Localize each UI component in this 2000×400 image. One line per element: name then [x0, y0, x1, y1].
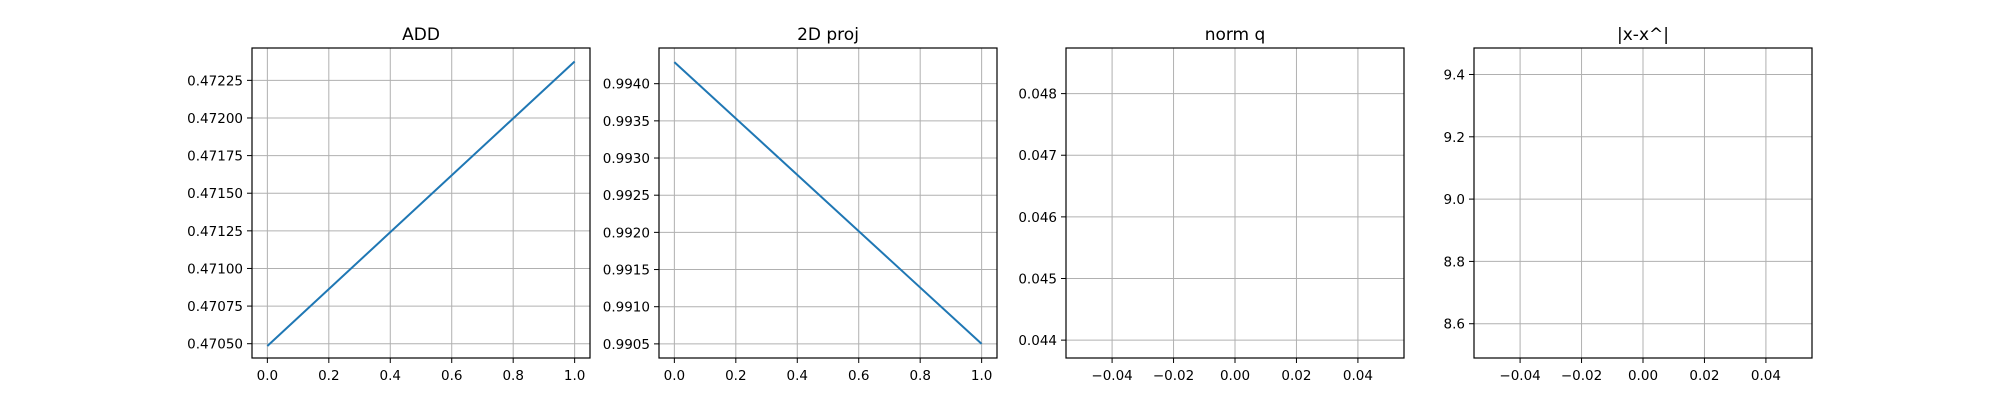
y-tick-label: 0.47100 — [187, 261, 243, 277]
y-tick-label: 0.045 — [1018, 271, 1057, 287]
y-tick-label: 0.9920 — [603, 225, 650, 241]
x-tick-label: −0.02 — [1561, 368, 1602, 384]
x-tick-label: −0.04 — [1091, 368, 1132, 384]
y-tick-label: 0.47175 — [187, 149, 243, 165]
y-tick-label: 0.046 — [1018, 210, 1057, 226]
series-line — [266, 60, 576, 347]
x-tick-label: 0.2 — [318, 368, 339, 384]
subplot-title: norm q — [1205, 25, 1266, 45]
subplot-4: −0.04 −0.02 0.00 0.02 0.04 8.6 8.8 9.0 9.2 9.4 |x-… — [1444, 25, 1813, 384]
x-tick-label: 0.00 — [1220, 368, 1250, 384]
y-tick-label: 0.47150 — [187, 186, 243, 202]
subplot-2: 0.0 0.2 0.4 0.6 0.8 1.0 0.9905 0.9910 0.9915 0.99… — [603, 25, 998, 384]
x-tick-label: 0.4 — [380, 368, 401, 384]
y-tick-label: 0.47125 — [187, 224, 243, 240]
y-tick-label: 8.6 — [1444, 317, 1465, 333]
x-tick-label: −0.02 — [1153, 368, 1194, 384]
y-tick-label: 9.2 — [1444, 130, 1465, 146]
y-tick-label: 0.47225 — [187, 73, 243, 89]
subplot-title: ADD — [402, 25, 440, 45]
y-tick-label: 0.9925 — [603, 188, 650, 204]
y-tick-label: 0.9930 — [603, 151, 650, 167]
x-tick-label: 0.8 — [909, 368, 930, 384]
x-tick-label: −0.04 — [1499, 368, 1540, 384]
y-tick-label: 0.9935 — [603, 114, 650, 130]
y-tick-label: 0.044 — [1018, 333, 1057, 349]
y-tick-label: 0.9910 — [603, 300, 650, 316]
x-tick-label: 0.6 — [848, 368, 869, 384]
axes-frame — [251, 47, 591, 359]
x-tick-label: 0.6 — [441, 368, 462, 384]
subplot-3: −0.04 −0.02 0.00 0.02 0.04 0.044 0.045 0.046 0.0… — [1018, 25, 1405, 384]
subplot-title: 2D proj — [797, 25, 859, 45]
y-tick-label: 0.9905 — [603, 337, 650, 353]
y-tick-label: 0.048 — [1018, 87, 1057, 103]
y-tick-label: 8.8 — [1444, 254, 1465, 270]
y-tick-label: 9.4 — [1444, 67, 1465, 83]
y-tick-label: 0.47050 — [187, 337, 243, 353]
x-tick-label: 0.8 — [502, 368, 523, 384]
x-tick-label: 0.02 — [1281, 368, 1311, 384]
y-tick-label: 0.9940 — [603, 77, 650, 93]
axes-frame — [658, 47, 998, 359]
y-tick-label: 0.47200 — [187, 111, 243, 127]
x-tick-label: 0.0 — [664, 368, 685, 384]
y-tick-label: 9.0 — [1444, 192, 1465, 208]
x-tick-label: 0.2 — [725, 368, 746, 384]
x-tick-label: 0.0 — [257, 368, 278, 384]
y-tick-label: 0.47075 — [187, 299, 243, 315]
x-tick-label: 1.0 — [564, 368, 585, 384]
series-line — [673, 61, 983, 345]
x-tick-label: 0.00 — [1628, 368, 1658, 384]
subplot-1: 0.0 0.2 0.4 0.6 0.8 1.0 0.47050 0.47075 0.47100 0… — [187, 25, 591, 384]
x-tick-label: 0.4 — [787, 368, 808, 384]
subplot-title: |x-x^| — [1617, 25, 1669, 45]
x-tick-label: 0.04 — [1751, 368, 1781, 384]
y-tick-label: 0.047 — [1018, 148, 1057, 164]
y-tick-label: 0.9915 — [603, 263, 650, 279]
x-tick-label: 0.04 — [1343, 368, 1373, 384]
x-tick-label: 0.02 — [1689, 368, 1719, 384]
x-tick-label: 1.0 — [971, 368, 992, 384]
